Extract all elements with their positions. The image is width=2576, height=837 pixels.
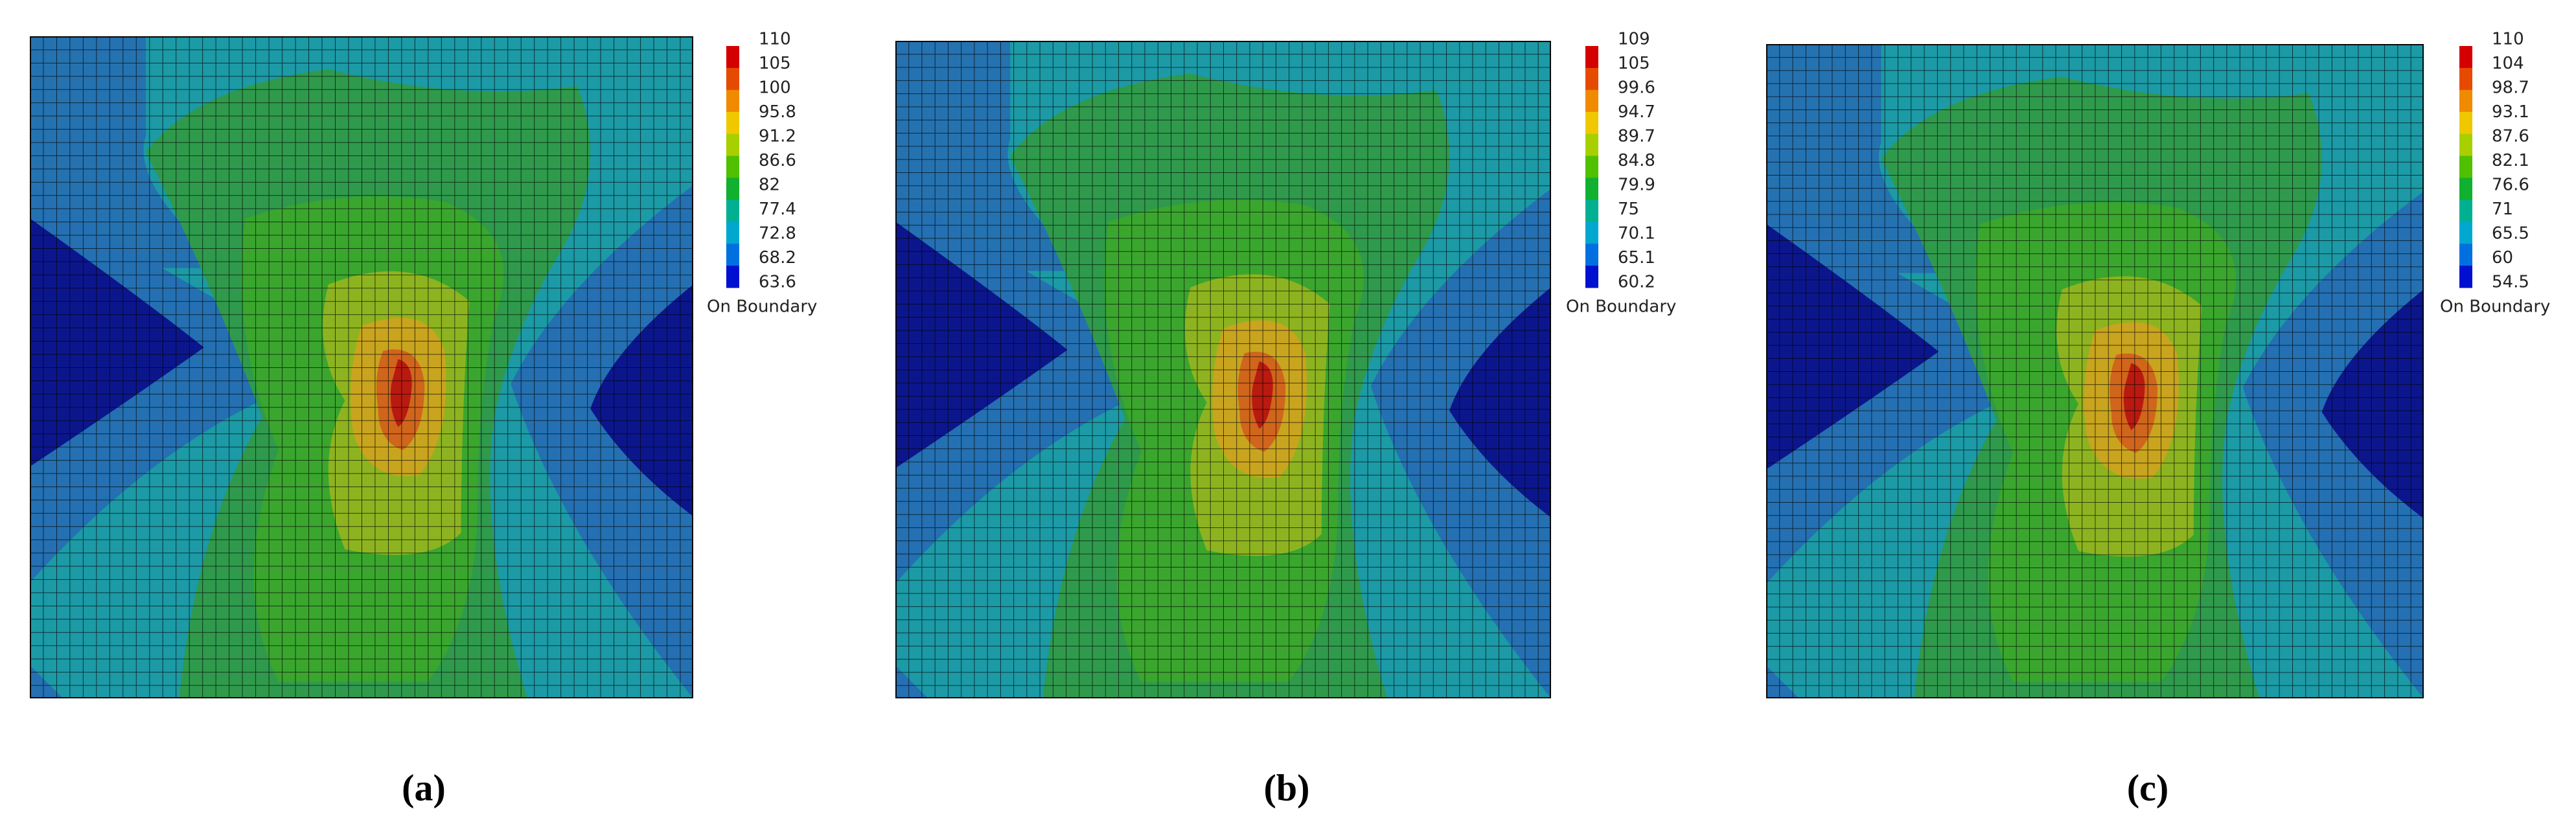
legend-label: 87.6 bbox=[2492, 127, 2529, 146]
contour-plot bbox=[30, 36, 693, 698]
legend-label: 75 bbox=[1618, 200, 1639, 219]
colorbar-band bbox=[726, 133, 739, 157]
legend-label: 109 bbox=[1618, 30, 1650, 49]
legend-label: 84.8 bbox=[1618, 151, 1655, 170]
colorbar-band bbox=[1585, 133, 1598, 157]
colorbar-band bbox=[2459, 244, 2472, 266]
colorbar-band bbox=[726, 155, 739, 178]
colorbar-band bbox=[2459, 89, 2472, 113]
colorbar-band bbox=[1585, 89, 1598, 113]
colorbar-band bbox=[1585, 155, 1598, 178]
contour-plot bbox=[1766, 44, 2424, 698]
legend-label: 60 bbox=[2492, 248, 2513, 268]
legend-label: 86.6 bbox=[759, 151, 796, 170]
colorbar-band bbox=[2459, 67, 2472, 91]
legend-label: 63.6 bbox=[759, 273, 796, 292]
legend-label: 105 bbox=[1618, 54, 1650, 73]
legend-label: 100 bbox=[759, 78, 791, 98]
legend-label: 79.9 bbox=[1618, 176, 1655, 195]
colorbar-band bbox=[1585, 266, 1598, 288]
legend-boundary: On Boundary bbox=[707, 297, 817, 317]
colorbar-band bbox=[2459, 266, 2472, 288]
legend-boundary: On Boundary bbox=[1566, 297, 1676, 317]
colorbar-band bbox=[1585, 111, 1598, 135]
legend-label: 60.2 bbox=[1618, 273, 1655, 292]
legend-label: 70.1 bbox=[1618, 224, 1655, 244]
caption: (c) bbox=[2127, 766, 2168, 808]
colorbar-band bbox=[1585, 244, 1598, 266]
contour-field bbox=[895, 41, 1551, 698]
colorbar-band bbox=[2459, 178, 2472, 200]
colorbar-band bbox=[2459, 111, 2472, 135]
colorbar-band bbox=[2459, 200, 2472, 222]
legend-label: 93.1 bbox=[2492, 102, 2529, 122]
legend-label: 65.5 bbox=[2492, 224, 2529, 244]
contour-field bbox=[1766, 44, 2424, 698]
colorbar-band bbox=[1585, 222, 1598, 244]
contour-field bbox=[30, 36, 693, 698]
legend-boundary: On Boundary bbox=[2440, 297, 2550, 317]
colorbar-band bbox=[1585, 178, 1598, 200]
colorbar-band bbox=[2459, 133, 2472, 157]
legend-label: 65.1 bbox=[1618, 248, 1655, 268]
colorbar-band bbox=[726, 266, 739, 288]
legend-label: 98.7 bbox=[2492, 78, 2529, 98]
legend-label: 89.7 bbox=[1618, 127, 1655, 146]
colorbar-band bbox=[726, 67, 739, 91]
colorbar-band bbox=[2459, 46, 2472, 69]
colorbar-band bbox=[1585, 46, 1598, 69]
colorbar-band bbox=[2459, 155, 2472, 178]
legend-label: 82.1 bbox=[2492, 151, 2529, 170]
legend-label: 76.6 bbox=[2492, 176, 2529, 195]
colorbar-band bbox=[726, 200, 739, 222]
legend-label: 82 bbox=[759, 176, 780, 195]
contour-plot bbox=[895, 41, 1551, 698]
legend-label: 110 bbox=[2492, 30, 2524, 49]
caption: (a) bbox=[402, 766, 446, 808]
colorbar-band bbox=[726, 46, 739, 69]
legend-label: 99.6 bbox=[1618, 78, 1655, 98]
colorbar-band bbox=[2459, 222, 2472, 244]
legend-label: 71 bbox=[2492, 200, 2513, 219]
legend-label: 91.2 bbox=[759, 127, 796, 146]
legend-label: 110 bbox=[759, 30, 791, 49]
legend-label: 72.8 bbox=[759, 224, 796, 244]
colorbar-band bbox=[726, 89, 739, 113]
colorbar-band bbox=[726, 222, 739, 244]
colorbar-band bbox=[726, 111, 739, 135]
colorbar-band bbox=[1585, 67, 1598, 91]
legend-label: 105 bbox=[759, 54, 791, 73]
legend-label: 68.2 bbox=[759, 248, 796, 268]
legend-label: 77.4 bbox=[759, 200, 796, 219]
caption: (b) bbox=[1264, 766, 1310, 808]
colorbar-band bbox=[726, 244, 739, 266]
legend-label: 104 bbox=[2492, 54, 2524, 73]
colorbar-band bbox=[726, 178, 739, 200]
legend-label: 94.7 bbox=[1618, 102, 1655, 122]
colorbar-band bbox=[1585, 200, 1598, 222]
legend-label: 54.5 bbox=[2492, 273, 2529, 292]
legend-label: 95.8 bbox=[759, 102, 796, 122]
